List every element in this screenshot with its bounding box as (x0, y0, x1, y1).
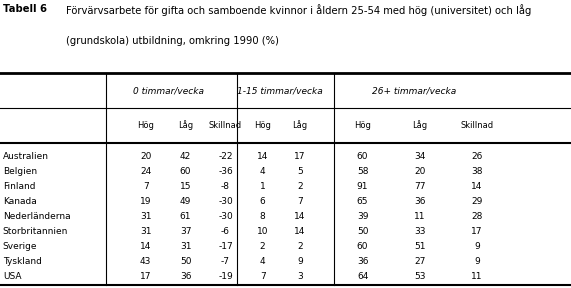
Text: 0 timmar/vecka: 0 timmar/vecka (133, 86, 204, 95)
Text: 14: 14 (471, 182, 482, 191)
Text: 14: 14 (140, 242, 151, 251)
Text: 19: 19 (140, 197, 151, 206)
Text: Storbritannien: Storbritannien (3, 227, 68, 236)
Text: Kanada: Kanada (3, 197, 37, 206)
Text: 31: 31 (180, 242, 191, 251)
Text: 53: 53 (414, 272, 425, 281)
Text: 38: 38 (471, 167, 482, 176)
Text: 10: 10 (257, 227, 268, 236)
Text: 6: 6 (260, 197, 266, 206)
Text: 49: 49 (180, 197, 191, 206)
Text: Skillnad: Skillnad (209, 121, 242, 130)
Text: -6: -6 (221, 227, 230, 236)
Text: -8: -8 (221, 182, 230, 191)
Text: Förvärvsarbete för gifta och samboende kvinnor i åldern 25-54 med hög (universit: Förvärvsarbete för gifta och samboende k… (66, 4, 531, 16)
Text: 11: 11 (471, 272, 482, 281)
Text: 9: 9 (297, 257, 303, 266)
Text: 17: 17 (294, 152, 305, 162)
Text: 36: 36 (180, 272, 191, 281)
Text: 50: 50 (357, 227, 368, 236)
Text: 31: 31 (140, 227, 151, 236)
Text: Låg: Låg (292, 120, 307, 130)
Text: Australien: Australien (3, 152, 49, 162)
Text: 33: 33 (414, 227, 425, 236)
Text: 8: 8 (260, 212, 266, 221)
Text: 27: 27 (414, 257, 425, 266)
Text: 7: 7 (260, 272, 266, 281)
Text: 60: 60 (357, 152, 368, 162)
Text: 60: 60 (180, 167, 191, 176)
Text: 26: 26 (471, 152, 482, 162)
Text: Skillnad: Skillnad (460, 121, 493, 130)
Text: (grundskola) utbildning, omkring 1990 (%): (grundskola) utbildning, omkring 1990 (%… (66, 36, 279, 46)
Text: 42: 42 (180, 152, 191, 162)
Text: Tabell 6: Tabell 6 (3, 4, 47, 14)
Text: -17: -17 (218, 242, 233, 251)
Text: -22: -22 (218, 152, 233, 162)
Text: Hög: Hög (254, 121, 271, 130)
Text: 77: 77 (414, 182, 425, 191)
Text: -36: -36 (218, 167, 233, 176)
Text: -19: -19 (218, 272, 233, 281)
Text: Nederländerna: Nederländerna (3, 212, 70, 221)
Text: 58: 58 (357, 167, 368, 176)
Text: 60: 60 (357, 242, 368, 251)
Text: 24: 24 (140, 167, 151, 176)
Text: 36: 36 (414, 197, 425, 206)
Text: 50: 50 (180, 257, 191, 266)
Text: Finland: Finland (3, 182, 35, 191)
Text: 43: 43 (140, 257, 151, 266)
Text: 14: 14 (294, 212, 305, 221)
Text: 4: 4 (260, 257, 266, 266)
Text: Belgien: Belgien (3, 167, 37, 176)
Text: Tyskland: Tyskland (3, 257, 42, 266)
Text: 3: 3 (297, 272, 303, 281)
Text: 61: 61 (180, 212, 191, 221)
Text: 7: 7 (143, 182, 148, 191)
Text: 4: 4 (260, 167, 266, 176)
Text: 31: 31 (140, 212, 151, 221)
Text: 14: 14 (294, 227, 305, 236)
Text: Hög: Hög (137, 121, 154, 130)
Text: USA: USA (3, 272, 21, 281)
Text: 39: 39 (357, 212, 368, 221)
Text: 36: 36 (357, 257, 368, 266)
Text: 91: 91 (357, 182, 368, 191)
Text: 2: 2 (297, 242, 303, 251)
Text: Låg: Låg (412, 120, 427, 130)
Text: 2: 2 (260, 242, 266, 251)
Text: 1-15 timmar/vecka: 1-15 timmar/vecka (237, 86, 323, 95)
Text: 11: 11 (414, 212, 425, 221)
Text: 51: 51 (414, 242, 425, 251)
Text: -30: -30 (218, 212, 233, 221)
Text: 20: 20 (140, 152, 151, 162)
Text: 14: 14 (257, 152, 268, 162)
Text: 65: 65 (357, 197, 368, 206)
Text: 9: 9 (474, 242, 480, 251)
Text: 17: 17 (140, 272, 151, 281)
Text: 20: 20 (414, 167, 425, 176)
Text: Hög: Hög (354, 121, 371, 130)
Text: 1: 1 (260, 182, 266, 191)
Text: 28: 28 (471, 212, 482, 221)
Text: -7: -7 (221, 257, 230, 266)
Text: 37: 37 (180, 227, 191, 236)
Text: -30: -30 (218, 197, 233, 206)
Text: 26+ timmar/vecka: 26+ timmar/vecka (372, 86, 456, 95)
Text: 64: 64 (357, 272, 368, 281)
Text: Sverige: Sverige (3, 242, 37, 251)
Text: 2: 2 (297, 182, 303, 191)
Text: 7: 7 (297, 197, 303, 206)
Text: 5: 5 (297, 167, 303, 176)
Text: 34: 34 (414, 152, 425, 162)
Text: 15: 15 (180, 182, 191, 191)
Text: Låg: Låg (178, 120, 193, 130)
Text: 9: 9 (474, 257, 480, 266)
Text: 17: 17 (471, 227, 482, 236)
Text: 29: 29 (471, 197, 482, 206)
